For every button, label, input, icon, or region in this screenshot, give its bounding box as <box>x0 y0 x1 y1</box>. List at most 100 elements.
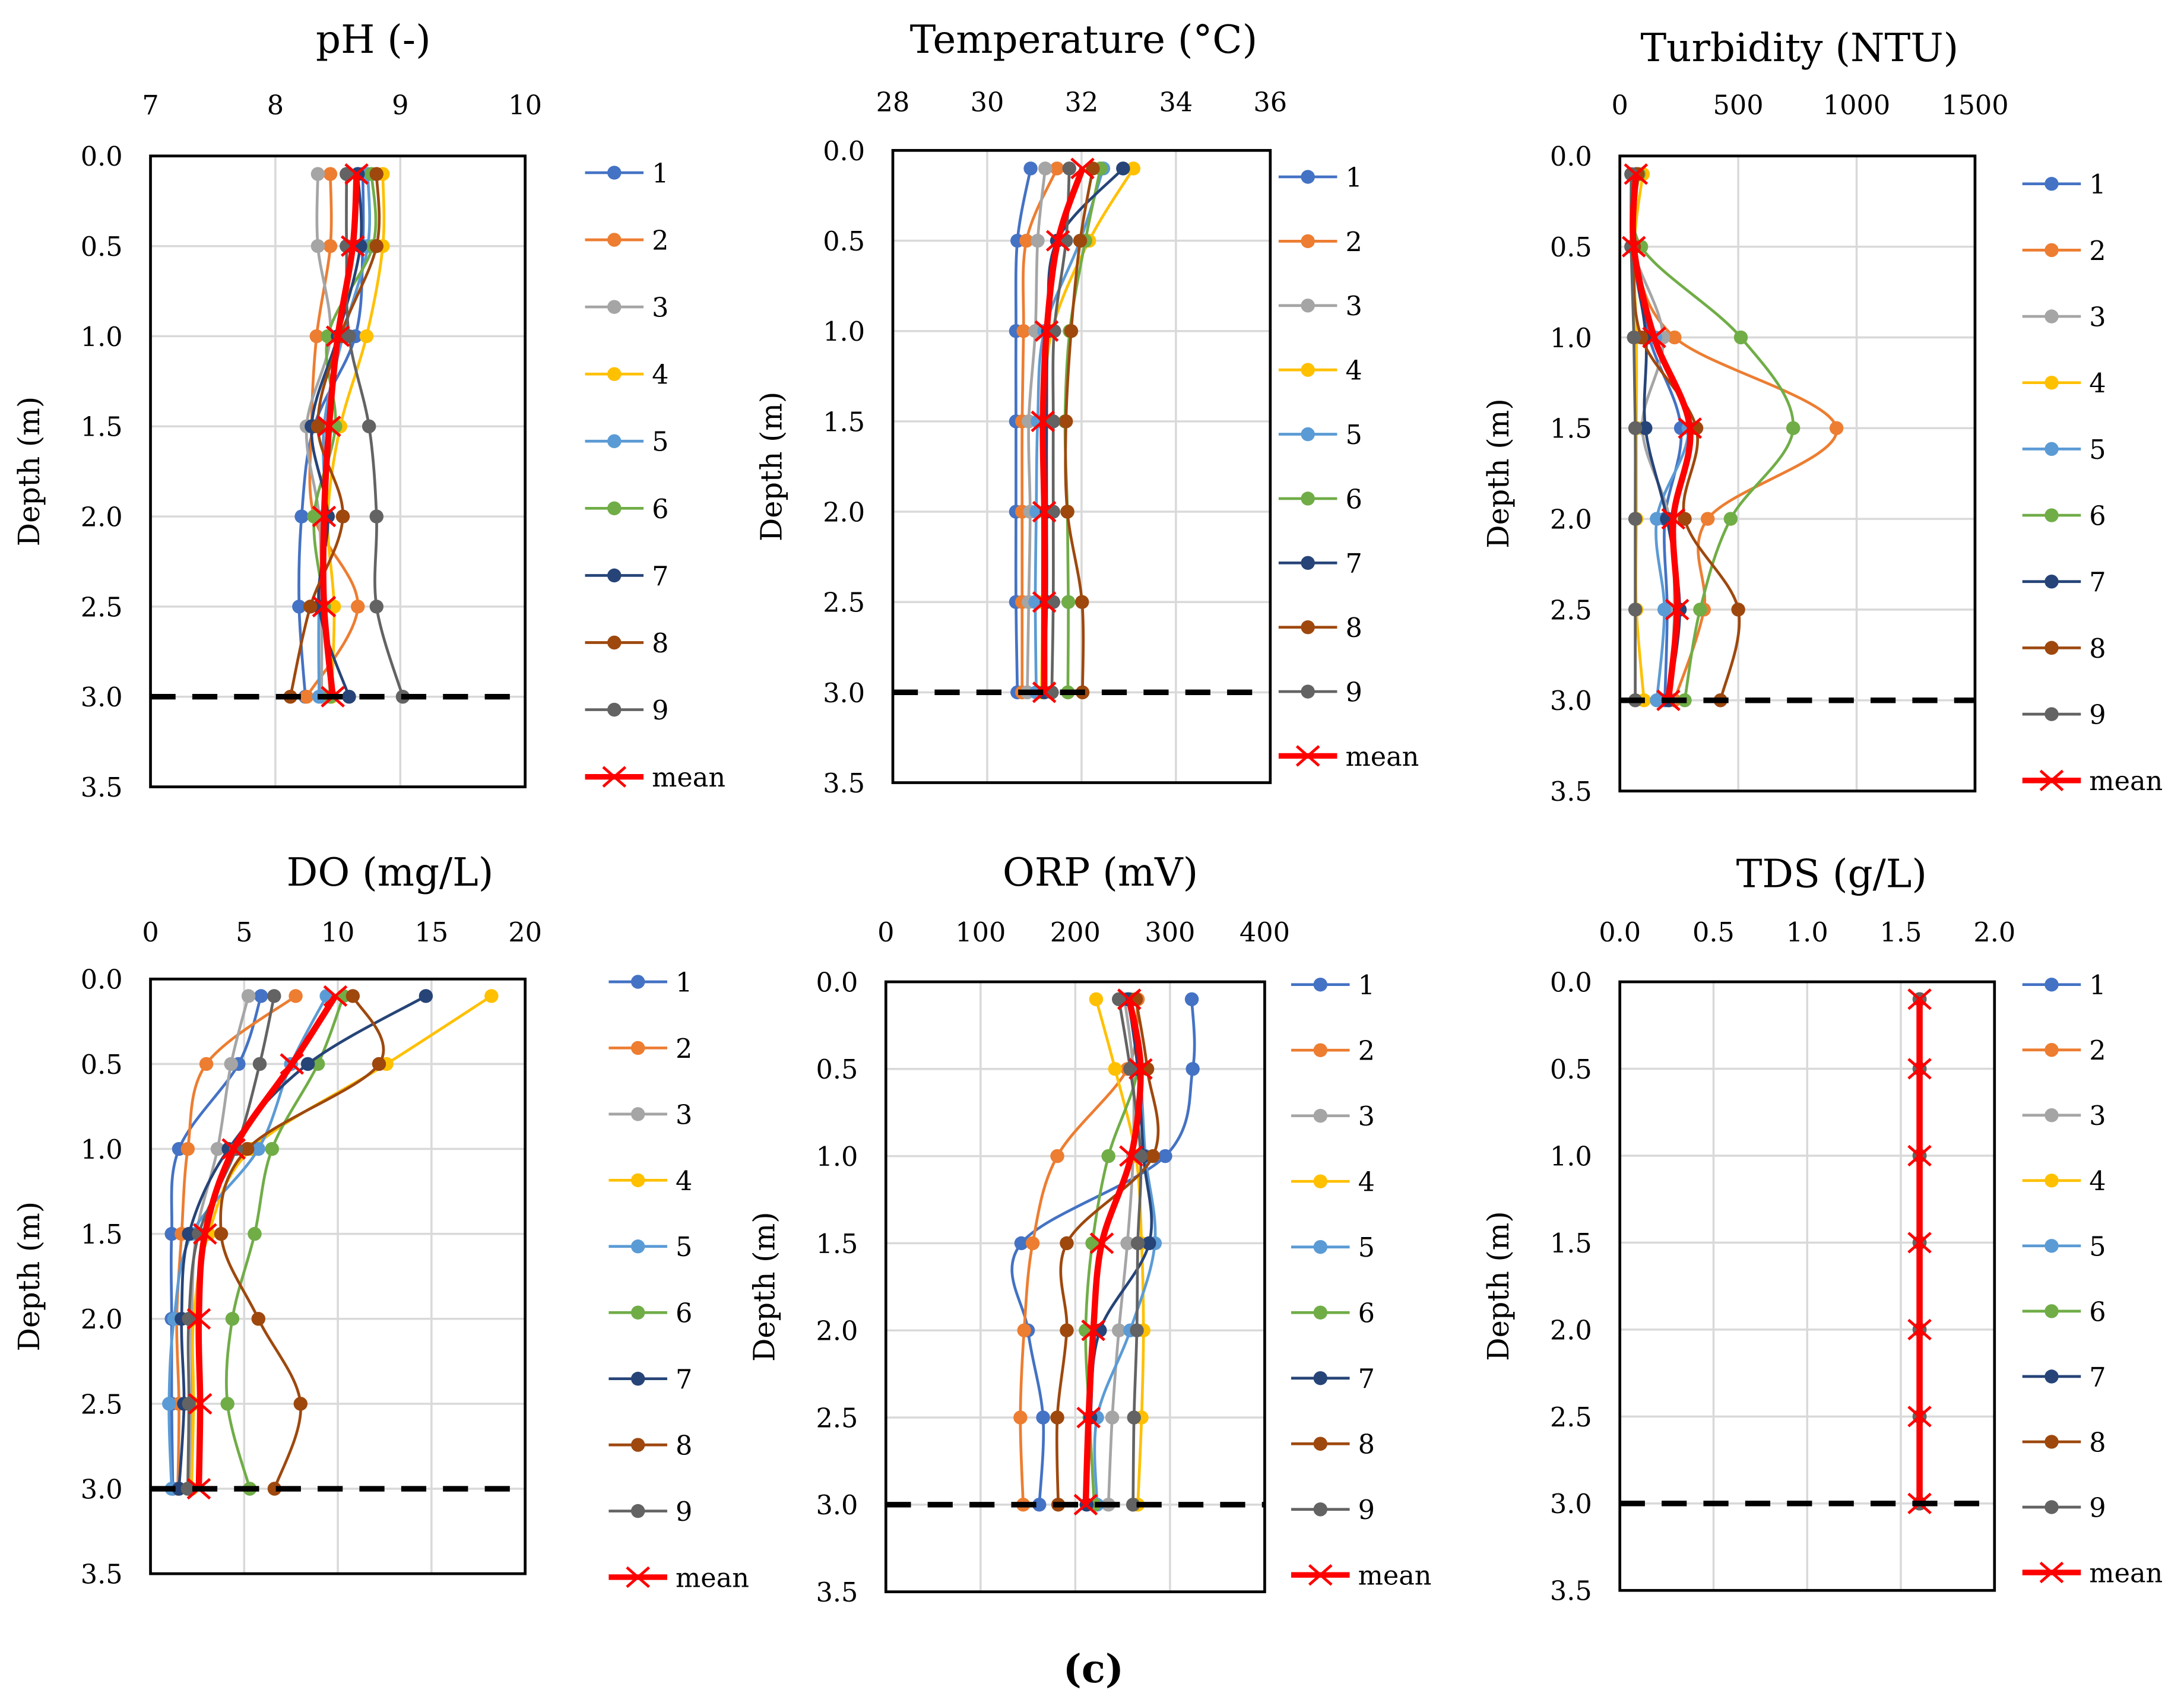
y-tick-label: 1.5 <box>823 407 865 437</box>
series-line <box>1019 999 1139 1505</box>
y-tick-label: 1.0 <box>823 316 865 347</box>
y-tick-label: 1.0 <box>1550 323 1592 354</box>
mean-marker <box>1907 1232 1932 1254</box>
data-point <box>180 1482 195 1496</box>
mean-marker <box>186 1308 211 1330</box>
y-tick-label: 3.5 <box>1550 1576 1592 1607</box>
plot-frame <box>149 977 527 1575</box>
series-9 <box>1112 992 1148 1512</box>
mean-marker <box>1117 988 1142 1010</box>
legend-item-9: 9 <box>1291 1495 1375 1526</box>
data-point <box>225 1312 240 1326</box>
data-point <box>1693 603 1707 617</box>
data-point <box>1050 1149 1064 1163</box>
mean-marker <box>1665 598 1689 621</box>
legend-item-mean: mean <box>608 1562 749 1593</box>
y-axis-label: Depth (m) <box>754 392 788 541</box>
legend-label: 6 <box>2089 500 2106 531</box>
x-tick-label: 500 <box>1713 90 1764 121</box>
y-axis-label: Depth (m) <box>1481 1211 1516 1361</box>
mean-marker <box>1119 1145 1143 1167</box>
legend-label: 7 <box>676 1364 692 1395</box>
y-tick-label: 1.0 <box>81 1134 123 1165</box>
data-point <box>1050 161 1064 176</box>
data-point <box>1158 1149 1172 1163</box>
legend-marker <box>630 1504 645 1518</box>
x-tick-label: 34 <box>1159 87 1193 118</box>
x-tick-label: 7 <box>142 90 159 121</box>
legend-label: 3 <box>676 1099 692 1130</box>
legend-marker <box>607 166 622 180</box>
legend-label: 8 <box>2089 633 2106 664</box>
mean-marker <box>312 505 337 528</box>
legend-item-7: 7 <box>585 561 668 592</box>
x-tick-label: 1000 <box>1823 90 1890 121</box>
legend-label: 9 <box>676 1496 692 1527</box>
legend-label: 2 <box>652 225 668 256</box>
legend-marker <box>1295 745 1320 767</box>
y-tick-label: 2.0 <box>823 497 865 528</box>
legend-item-3: 3 <box>1278 291 1362 322</box>
data-point <box>327 600 341 614</box>
legend-item-7: 7 <box>608 1364 692 1395</box>
legend-marker <box>2044 1239 2059 1253</box>
series-mean <box>312 163 369 708</box>
legend-label: 7 <box>652 561 668 592</box>
legend-label: 4 <box>676 1166 692 1197</box>
legend-marker <box>2044 375 2059 390</box>
x-tick-label: 36 <box>1253 87 1287 118</box>
y-tick-label: 2.5 <box>81 592 123 623</box>
data-point <box>1064 324 1079 338</box>
data-point <box>1123 1062 1137 1076</box>
legend-marker <box>1301 620 1315 635</box>
legend-marker <box>630 975 645 989</box>
data-point <box>323 239 338 253</box>
data-point <box>1058 414 1073 429</box>
legend-label: mean <box>2089 766 2163 797</box>
legend-item-8: 8 <box>585 628 668 659</box>
legend: 1 2 3 4 5 6 7 8 9 mean <box>2022 169 2163 797</box>
y-tick-label: 2.5 <box>81 1389 123 1420</box>
legend-item-2: 2 <box>608 1033 692 1064</box>
data-point <box>1016 324 1031 338</box>
legend-label: 9 <box>1358 1495 1375 1526</box>
legend-item-3: 3 <box>608 1099 692 1130</box>
y-tick-label: 3.5 <box>81 1559 123 1590</box>
data-point <box>310 419 325 433</box>
x-tick-label: 20 <box>508 917 542 948</box>
data-point <box>1019 233 1034 248</box>
legend-item-9: 9 <box>608 1496 692 1527</box>
data-point <box>1089 992 1104 1007</box>
y-tick-label: 1.5 <box>816 1229 858 1260</box>
legend-item-1: 1 <box>2022 970 2106 1001</box>
legend-marker <box>607 501 622 516</box>
legend-label: 1 <box>2089 970 2106 1001</box>
y-tick-label: 2.5 <box>823 588 865 619</box>
legend-marker <box>1313 1108 1327 1123</box>
legend-marker <box>630 1305 645 1320</box>
data-point <box>1014 1236 1029 1251</box>
legend-label: 5 <box>2089 435 2106 465</box>
mean-marker <box>1678 417 1703 439</box>
y-tick-label: 0.0 <box>81 965 123 995</box>
mean-marker <box>1070 157 1095 180</box>
legend-label: 6 <box>1358 1298 1375 1329</box>
y-tick-label: 0.5 <box>81 1049 123 1080</box>
legend-label: 5 <box>1345 420 1362 451</box>
legend-label: 3 <box>652 293 668 324</box>
data-point <box>180 1141 195 1156</box>
data-point <box>1073 233 1088 248</box>
data-point <box>289 989 303 1003</box>
legend-marker <box>2044 1435 2059 1449</box>
legend-item-5: 5 <box>2022 435 2106 465</box>
data-point <box>253 989 268 1003</box>
data-point <box>342 690 356 704</box>
mean-marker <box>1045 230 1070 252</box>
legend-item-6: 6 <box>2022 1296 2106 1327</box>
data-point <box>1731 603 1745 617</box>
x-tick-label: 1500 <box>1941 90 2008 121</box>
legend-item-6: 6 <box>2022 500 2106 531</box>
data-point <box>1786 421 1801 435</box>
mean-marker <box>317 416 341 437</box>
